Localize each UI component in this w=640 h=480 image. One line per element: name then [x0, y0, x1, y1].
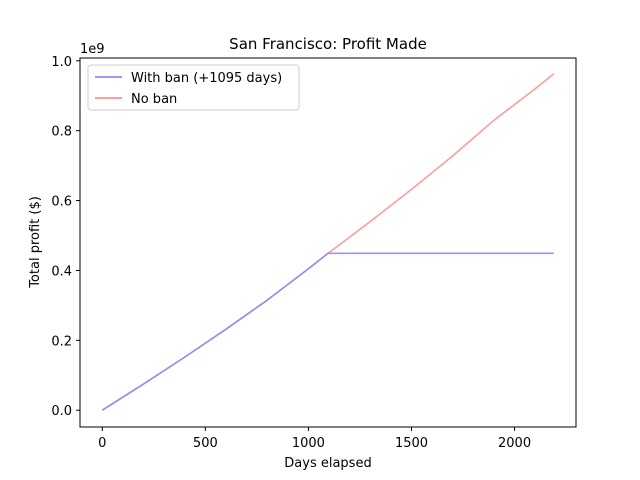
y-axis-label: Total profit ($) [28, 196, 43, 289]
y-axis-ticks: 0.0 0.2 0.4 0.6 0.8 1.0 [51, 55, 80, 419]
x-axis-label: Days elapsed [284, 456, 371, 471]
y-tick-label: 0.8 [51, 125, 72, 140]
legend: With ban (+1095 days) No ban [87, 64, 300, 111]
y-tick-label: 0.2 [51, 334, 72, 349]
x-tick-label: 1500 [395, 436, 428, 451]
y-tick-label: 1.0 [51, 55, 72, 70]
y-tick-label: 0.6 [51, 195, 72, 210]
chart-title: San Francisco: Profit Made [229, 35, 427, 53]
legend-label: No ban [131, 92, 177, 107]
plot-frame [79, 57, 577, 428]
x-tick-label: 0 [98, 436, 106, 451]
x-tick-label: 500 [193, 436, 218, 451]
y-offset-label: 1e9 [80, 42, 105, 57]
series-lines [101, 73, 555, 411]
x-tick-label: 1000 [292, 436, 325, 451]
series-line-with-ban-1095-days [101, 252, 554, 411]
y-tick-label: 0.0 [51, 404, 72, 419]
x-axis-ticks: 0 500 1000 1500 2000 [98, 427, 531, 451]
legend-box [87, 64, 300, 111]
x-tick-label: 2000 [498, 436, 531, 451]
y-tick-label: 0.4 [51, 264, 72, 279]
legend-label: With ban (+1095 days) [131, 71, 282, 86]
